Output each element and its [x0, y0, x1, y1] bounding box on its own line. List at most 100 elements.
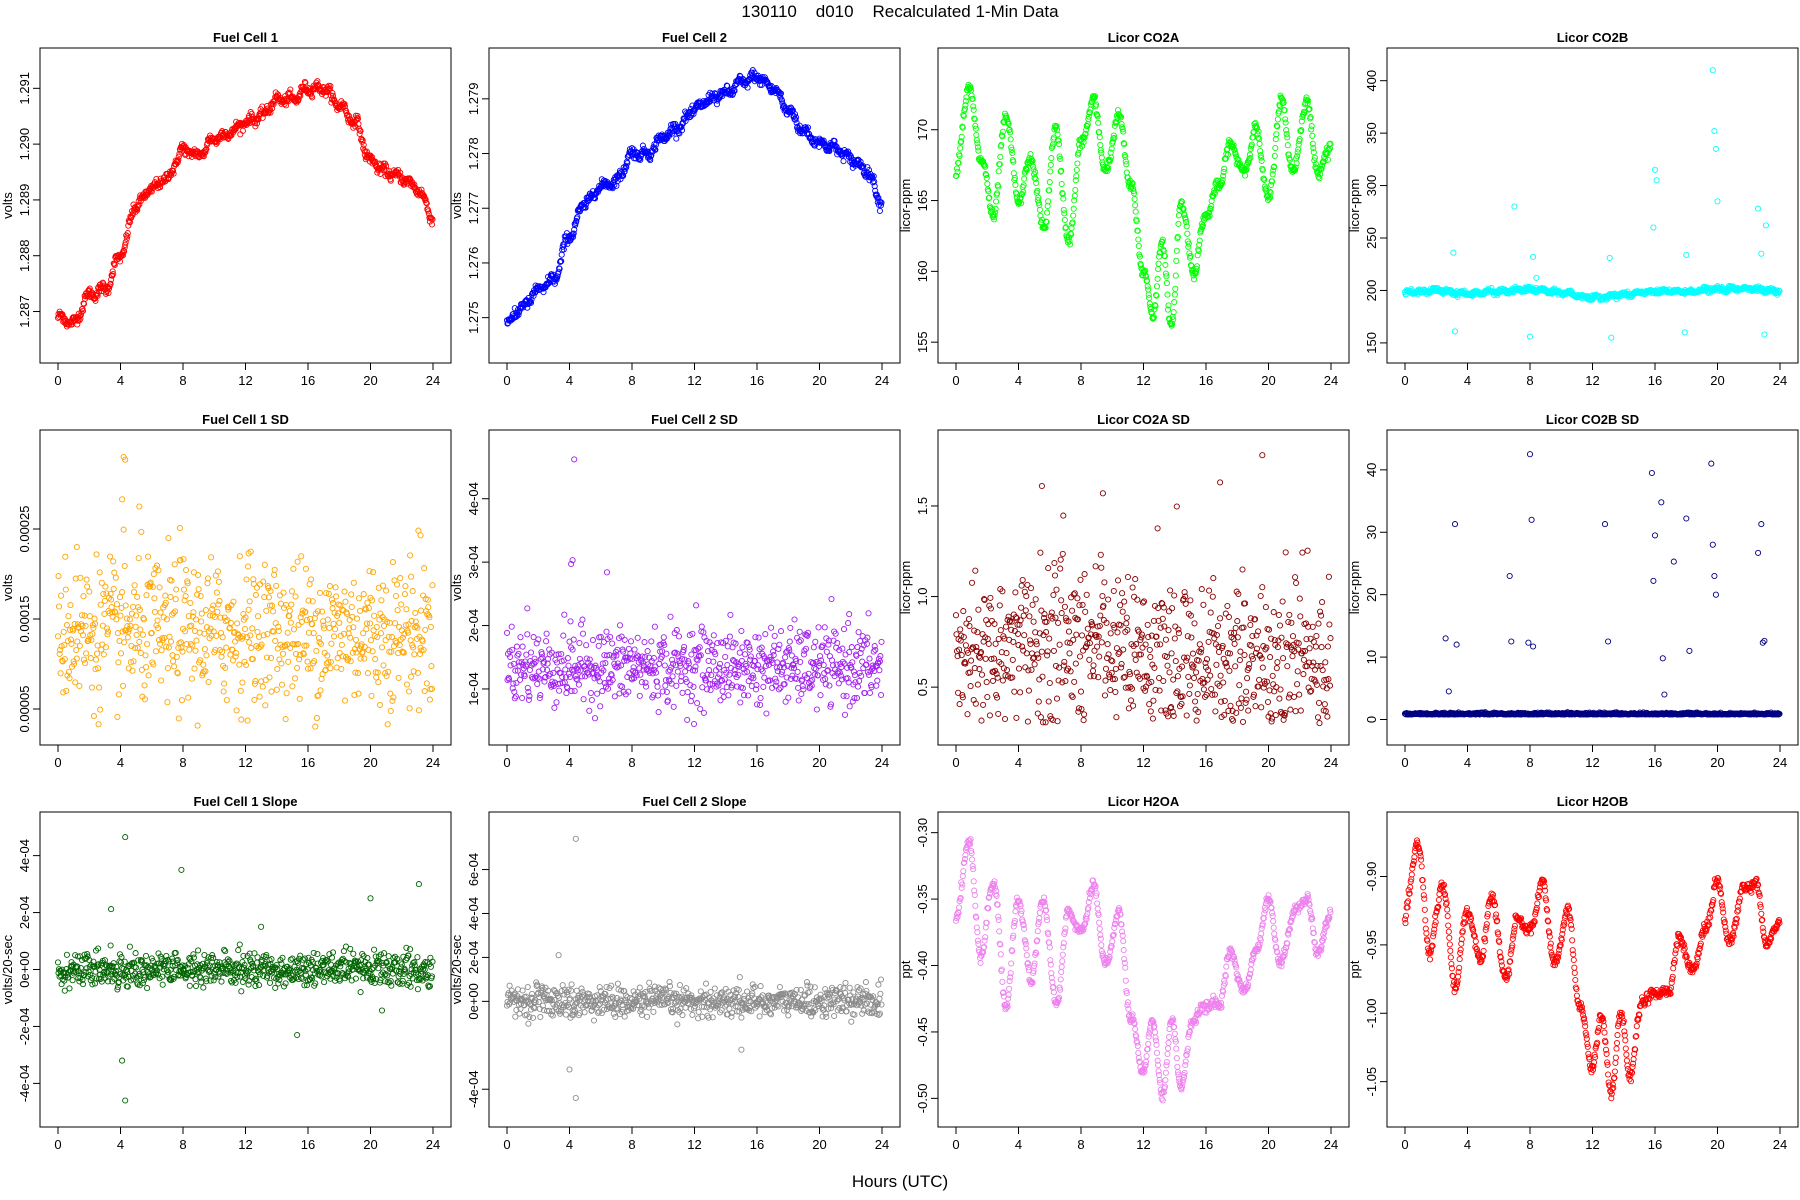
- data-point: [276, 592, 283, 599]
- data-point: [1074, 595, 1081, 602]
- data-point: [1024, 718, 1031, 725]
- data-point: [1154, 275, 1161, 282]
- data-point: [173, 586, 180, 593]
- data-point: [291, 675, 299, 682]
- data-point: [314, 78, 321, 85]
- data-point: [1139, 644, 1146, 651]
- data-point: [866, 655, 873, 662]
- data-point: [157, 609, 164, 616]
- data-point: [1081, 571, 1088, 578]
- data-point: [1130, 702, 1137, 709]
- y-tick-label: 400: [1364, 70, 1379, 92]
- data-point: [745, 678, 752, 685]
- data-point: [956, 152, 963, 160]
- data-point: [234, 620, 241, 627]
- data-point: [102, 644, 109, 651]
- x-tick-label: 8: [179, 755, 186, 770]
- data-point: [1082, 608, 1089, 615]
- data-point: [329, 90, 336, 97]
- data-point: [1023, 650, 1030, 657]
- data-point: [563, 690, 570, 697]
- y-axis-label: volts: [449, 574, 464, 601]
- x-tick-label: 24: [875, 755, 889, 770]
- data-point: [285, 658, 292, 665]
- data-point: [810, 644, 817, 651]
- x-tick-label: 4: [117, 373, 124, 388]
- data-point: [84, 583, 91, 590]
- data-point: [1221, 165, 1228, 172]
- data-point: [1119, 590, 1126, 597]
- data-point: [304, 658, 311, 665]
- data-point: [1284, 134, 1291, 141]
- data-point: [428, 663, 435, 670]
- data-point: [1308, 122, 1315, 130]
- data-point: [378, 644, 386, 651]
- data-point: [356, 130, 363, 137]
- data-point: [591, 194, 598, 201]
- data-point: [534, 680, 541, 688]
- x-tick-label: 20: [812, 755, 826, 770]
- data-point: [690, 683, 697, 690]
- data-point: [205, 678, 212, 686]
- x-tick-label: 4: [566, 373, 573, 388]
- data-point: [271, 571, 278, 578]
- data-point: [100, 651, 107, 658]
- data-point: [1061, 210, 1068, 217]
- data-point: [406, 705, 413, 712]
- data-point: [989, 677, 997, 684]
- x-tick-label: 12: [238, 755, 252, 770]
- data-point: [1079, 601, 1086, 608]
- data-point: [1028, 666, 1035, 673]
- data-point: [1172, 623, 1179, 630]
- data-point: [1110, 587, 1117, 595]
- data-point: [637, 156, 644, 163]
- data-point: [1101, 579, 1108, 586]
- data-point: [1078, 632, 1086, 639]
- data-point: [1021, 632, 1028, 639]
- data-point: [1094, 643, 1101, 650]
- data-point: [1009, 149, 1016, 157]
- data-point: [287, 619, 294, 626]
- x-tick-label: 8: [628, 373, 635, 388]
- data-point: [1032, 596, 1039, 603]
- data-point: [1017, 689, 1024, 696]
- data-point: [972, 122, 979, 129]
- data-point: [1022, 664, 1029, 671]
- x-tick-label: 4: [117, 755, 124, 770]
- data-point: [201, 646, 208, 653]
- data-point: [121, 248, 128, 255]
- data-point: [519, 694, 526, 702]
- data-point: [145, 672, 152, 679]
- data-point: [397, 575, 404, 582]
- data-point: [357, 127, 364, 134]
- x-tick-label: 16: [1199, 755, 1213, 770]
- data-point: [241, 625, 249, 633]
- data-point: [167, 593, 174, 600]
- data-point: [577, 621, 585, 628]
- data-point: [63, 687, 70, 694]
- data-point: [107, 280, 114, 287]
- data-point: [570, 636, 577, 643]
- data-point: [1451, 328, 1459, 335]
- data-point: [110, 585, 117, 592]
- data-point: [1071, 678, 1078, 685]
- data-point: [1135, 236, 1142, 243]
- x-tick-label: 0: [54, 373, 61, 388]
- data-point: [420, 592, 427, 599]
- data-point: [627, 638, 635, 645]
- data-point: [266, 674, 273, 681]
- data-point: [1173, 503, 1180, 510]
- data-point: [757, 81, 764, 88]
- data-point: [1003, 666, 1011, 674]
- data-point: [312, 723, 319, 730]
- data-point: [417, 607, 425, 614]
- data-point: [1056, 141, 1063, 148]
- data-point: [96, 684, 103, 691]
- data-point: [298, 618, 305, 626]
- data-point: [360, 591, 367, 598]
- data-point: [599, 688, 606, 695]
- data-point: [1061, 603, 1068, 610]
- data-point: [694, 700, 701, 707]
- data-point: [800, 686, 807, 693]
- panel-fc1: Fuel Cell 10 4 8 12 16 20 241.2871.2881.2891.2…: [0, 30, 452, 388]
